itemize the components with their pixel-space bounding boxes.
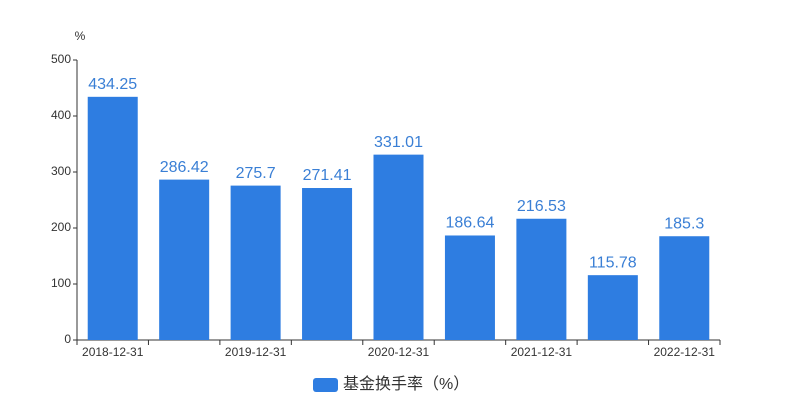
y-tick-label: 100: [51, 276, 71, 290]
x-tick-label: 2022-12-31: [654, 345, 716, 359]
x-tick-label: 2020-12-31: [368, 345, 430, 359]
y-axis-unit: %: [75, 29, 86, 43]
bar: [587, 275, 638, 340]
bar: [659, 236, 710, 340]
legend-label: 基金换手率（%）: [343, 375, 469, 393]
bar: [159, 179, 210, 340]
bar: [373, 154, 424, 340]
value-label: 186.64: [445, 215, 494, 232]
y-tick-label: 0: [64, 332, 71, 346]
value-label: 275.7: [236, 165, 276, 182]
bar: [516, 218, 567, 340]
legend-swatch: [313, 378, 338, 392]
y-tick-label: 400: [51, 108, 71, 122]
value-label: 271.41: [303, 167, 352, 184]
x-tick-label: 2019-12-31: [225, 345, 287, 359]
x-tick-label: 2018-12-31: [82, 345, 144, 359]
y-tick-label: 300: [51, 164, 71, 178]
x-tick-label: 2021-12-31: [511, 345, 573, 359]
y-tick-label: 200: [51, 220, 71, 234]
value-label: 331.01: [374, 134, 423, 151]
value-label: 286.42: [160, 159, 209, 176]
value-label: 115.78: [589, 254, 637, 271]
bar: [87, 96, 138, 340]
value-label: 216.53: [517, 198, 566, 215]
y-tick-label: 500: [51, 52, 71, 66]
bar: [444, 235, 495, 340]
value-label: 434.25: [88, 76, 137, 93]
bar: [230, 185, 281, 340]
bar: [302, 188, 353, 340]
value-label: 185.3: [664, 215, 704, 232]
